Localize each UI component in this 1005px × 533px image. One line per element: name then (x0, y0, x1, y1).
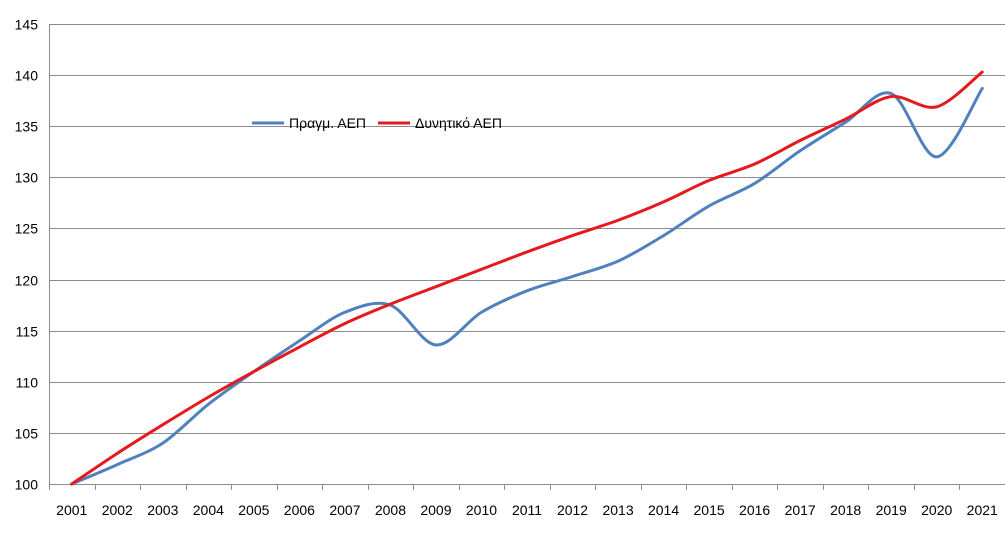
x-tick-label: 2016 (739, 502, 770, 518)
x-tick-label: 2002 (102, 502, 133, 518)
series-lines (70, 70, 984, 486)
y-tick-label: 105 (15, 426, 39, 442)
x-tick-label: 2003 (147, 502, 178, 518)
x-tick-label: 2008 (375, 502, 406, 518)
axes (49, 24, 1005, 490)
x-tick-label: 2018 (830, 502, 861, 518)
x-tick-label: 2005 (238, 502, 269, 518)
x-tick-label: 2006 (284, 502, 315, 518)
y-tick-label: 145 (15, 17, 39, 33)
x-axis-ticks: 2001 2002 2003 2004 2005 2006 2007 2008 2009 2010… (56, 502, 998, 518)
x-tick-label: 2020 (921, 502, 952, 518)
y-tick-label: 120 (15, 273, 39, 289)
x-tick-label: 2013 (602, 502, 633, 518)
series-line-potential-gdp (70, 70, 984, 486)
legend-item-potential-gdp: Δυνητικό ΑΕΠ (415, 115, 502, 131)
x-tick-label: 2019 (876, 502, 907, 518)
y-tick-label: 130 (15, 170, 39, 186)
y-tick-label: 115 (16, 324, 39, 340)
y-tick-label: 135 (15, 119, 39, 135)
x-tick-label: 2010 (466, 502, 497, 518)
x-tick-label: 2017 (785, 502, 816, 518)
x-tick-label: 2007 (329, 502, 360, 518)
y-tick-label: 100 (15, 477, 39, 493)
x-tick-label: 2011 (512, 502, 542, 518)
y-tick-label: 140 (15, 68, 39, 84)
series-line-real-gdp (70, 86, 984, 486)
legend: Πραγμ. ΑΕΠ Δυνητικό ΑΕΠ (252, 115, 502, 131)
x-tick-label: 2014 (648, 502, 679, 518)
x-tick-label: 2021 (967, 502, 998, 518)
x-tick-label: 2009 (420, 502, 451, 518)
y-tick-label: 110 (16, 375, 39, 391)
x-tick-label: 2012 (557, 502, 588, 518)
legend-item-real-gdp: Πραγμ. ΑΕΠ (289, 115, 366, 131)
x-tick-label: 2001 (56, 502, 87, 518)
gridlines (49, 24, 1005, 434)
x-tick-label: 2015 (694, 502, 725, 518)
y-tick-label: 125 (15, 221, 39, 237)
x-tick-label: 2004 (193, 502, 224, 518)
y-axis-ticks: 100 105 110 115 120 125 130 135 140 145 (15, 17, 39, 493)
